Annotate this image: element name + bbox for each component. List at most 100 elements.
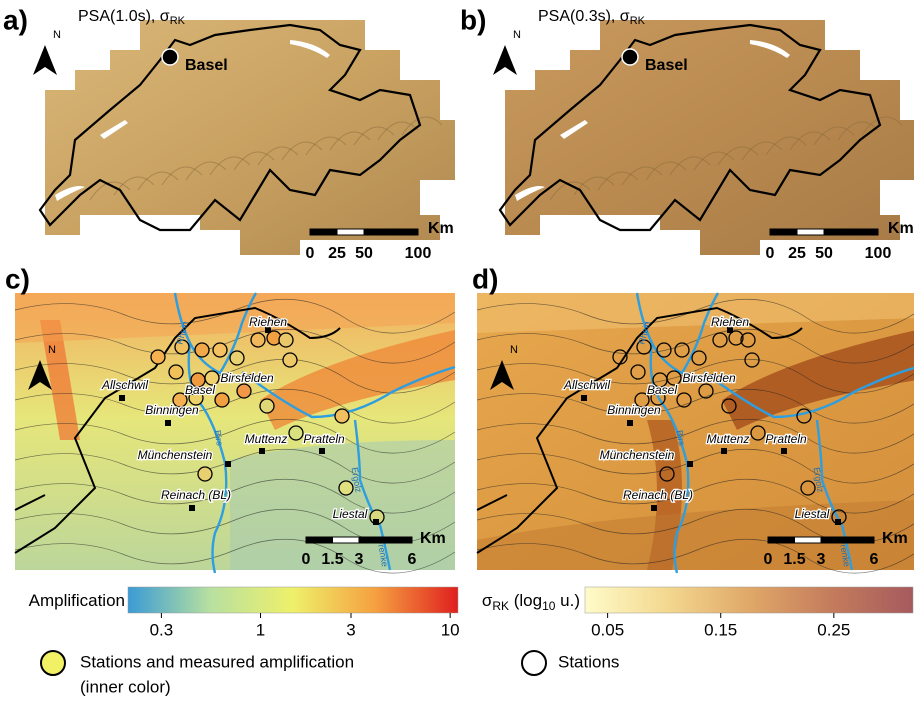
- scale-segment: [333, 537, 360, 543]
- title-text: (log: [509, 591, 542, 610]
- scale-segment: [359, 537, 412, 543]
- north-label: N: [510, 344, 518, 356]
- title-text: σ: [482, 591, 493, 610]
- scale-segment: [364, 229, 418, 235]
- station: [198, 467, 212, 481]
- north-label: N: [53, 29, 61, 41]
- title-text: Amplification: [29, 591, 125, 610]
- title-subscript: RK: [170, 15, 186, 27]
- town-marker: [189, 505, 195, 511]
- scale-label: 25: [328, 245, 346, 262]
- station: [251, 333, 265, 347]
- panel-label: a): [3, 4, 28, 35]
- city-marker: [162, 49, 178, 65]
- scale-segment: [797, 229, 824, 235]
- town-marker: [581, 395, 587, 401]
- station: [260, 399, 274, 413]
- place-label: Muttenz: [707, 432, 750, 446]
- panel-title: PSA(1.0s), σRK: [78, 8, 186, 27]
- panel-label: c): [5, 263, 30, 294]
- place-label: Muttenz: [245, 432, 288, 446]
- colorbar: [585, 587, 913, 613]
- town-marker: [651, 505, 657, 511]
- scale-label: 50: [355, 245, 373, 262]
- scale-label: 100: [865, 245, 892, 262]
- colorbar-tick-label: 3: [346, 620, 355, 639]
- station: [195, 343, 209, 357]
- station: [213, 343, 227, 357]
- title-subscript: RK: [492, 599, 509, 613]
- scale-label: 50: [815, 245, 833, 262]
- relief: [505, 20, 914, 255]
- scale-segment: [337, 229, 364, 235]
- place-label: Münchenstein: [138, 448, 213, 462]
- legend-label: Stations: [558, 652, 619, 671]
- scale-segment: [306, 537, 333, 543]
- station: [279, 333, 293, 347]
- map-panel: RiehenAllschwilBaselBirsfeldenBinningenM…: [5, 263, 455, 573]
- scale-label: 0: [764, 551, 773, 568]
- place-label: Liestal: [333, 507, 368, 521]
- town-marker: [319, 448, 325, 454]
- title-subscript: 10: [542, 599, 556, 613]
- north-arrow: [33, 45, 57, 75]
- north-label: N: [48, 344, 56, 356]
- town-marker: [781, 448, 787, 454]
- place-label: Allschwil: [563, 378, 610, 392]
- scale-label: 0: [306, 245, 315, 262]
- scale-unit: Km: [882, 530, 908, 547]
- scale-segment: [795, 537, 822, 543]
- colorbar-tick-label: 0.25: [817, 620, 850, 639]
- town-marker: [721, 448, 727, 454]
- colorbar: [128, 587, 458, 613]
- north-arrow: [493, 45, 517, 75]
- place-label: Binningen: [145, 403, 199, 417]
- title-text: PSA(1.0s), σ: [78, 8, 170, 25]
- station: [289, 426, 303, 440]
- scale-segment: [768, 537, 795, 543]
- city-marker: [622, 49, 638, 65]
- station: [230, 351, 244, 365]
- scale-label: 0: [766, 245, 775, 262]
- place-label: Pratteln: [303, 432, 345, 446]
- place-label: Reinach (BL): [623, 488, 693, 502]
- scale-segment: [821, 537, 874, 543]
- city-label: Basel: [645, 57, 688, 74]
- scale-label: 6: [408, 551, 417, 568]
- town-marker: [225, 461, 231, 467]
- station: [215, 393, 229, 407]
- place-label: Birsfelden: [682, 371, 736, 385]
- station: [169, 365, 183, 379]
- station: [339, 481, 353, 495]
- title-text: PSA(0.3s), σ: [538, 8, 630, 25]
- place-label: Reinach (BL): [161, 488, 231, 502]
- place-label: Binningen: [607, 403, 661, 417]
- scale-segment: [770, 229, 797, 235]
- station: [283, 353, 297, 367]
- town-marker: [373, 519, 379, 525]
- scale-label: 0: [302, 551, 311, 568]
- title-subscript: RK: [630, 15, 646, 27]
- town-marker: [687, 461, 693, 467]
- scale-label: 1.5: [321, 551, 343, 568]
- town-marker: [165, 420, 171, 426]
- place-label: Basel: [647, 383, 677, 397]
- scale-segment: [310, 229, 337, 235]
- panel-title: PSA(0.3s), σRK: [538, 8, 646, 27]
- station: [335, 409, 349, 423]
- place-label: Pratteln: [765, 432, 807, 446]
- town-marker: [835, 519, 841, 525]
- city-label: Basel: [185, 57, 228, 74]
- legend-symbol: [522, 651, 546, 675]
- station: [151, 350, 165, 364]
- colorbar-tick-label: 1: [256, 620, 265, 639]
- scale-label: 25: [788, 245, 806, 262]
- place-label: Birsfelden: [220, 371, 274, 385]
- town-marker: [627, 420, 633, 426]
- station: [237, 384, 251, 398]
- place-label: Riehen: [249, 315, 287, 329]
- place-label: Liestal: [795, 507, 830, 521]
- scale-label: 1.5: [783, 551, 805, 568]
